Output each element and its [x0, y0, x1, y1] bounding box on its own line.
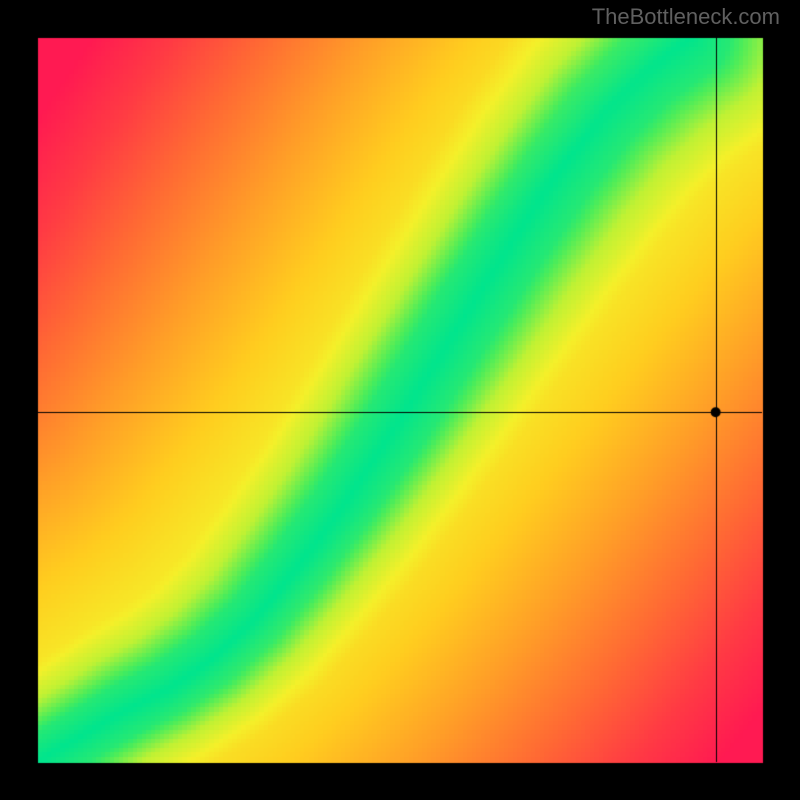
figure-container: TheBottleneck.com [0, 0, 800, 800]
bottleneck-heatmap [0, 0, 800, 800]
watermark-text: TheBottleneck.com [592, 4, 780, 30]
